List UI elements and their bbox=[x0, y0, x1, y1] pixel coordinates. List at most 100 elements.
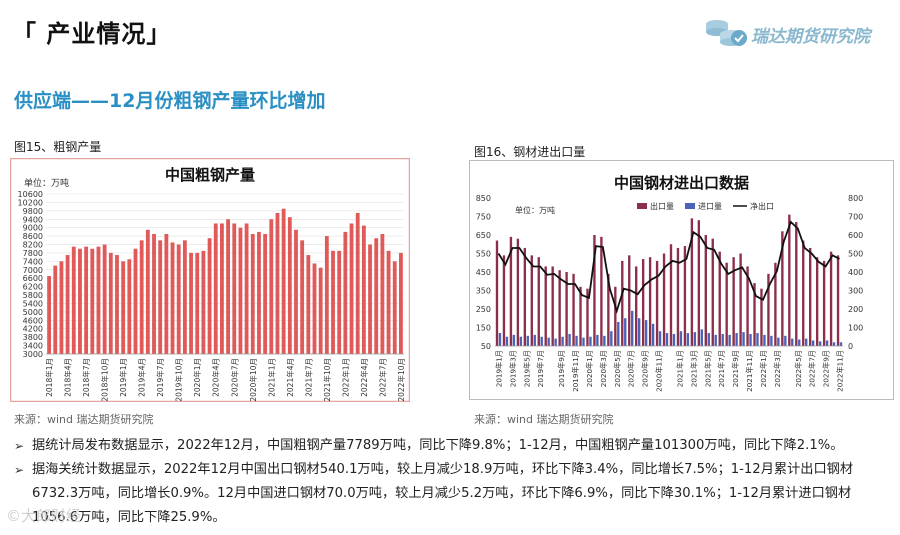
bar-import bbox=[700, 329, 703, 346]
bar bbox=[121, 261, 126, 354]
bar-import bbox=[617, 321, 620, 346]
bar bbox=[207, 238, 212, 354]
bar-import bbox=[596, 334, 599, 346]
arrow-bullet-icon: ➢ bbox=[14, 463, 25, 477]
bar-import bbox=[777, 337, 780, 346]
bar bbox=[380, 234, 385, 354]
y-tick-label: 5800 bbox=[23, 291, 43, 300]
x-tick-label: 2021年11月 bbox=[745, 350, 754, 392]
legend-swatch-import bbox=[685, 203, 695, 209]
bar-export bbox=[669, 244, 673, 346]
legend-label-net: 净出口 bbox=[750, 201, 774, 211]
bar bbox=[170, 242, 175, 354]
bar-import bbox=[749, 333, 752, 346]
x-tick-label: 2022年4月 bbox=[359, 358, 369, 397]
y-right-tick-label: 0 bbox=[848, 342, 853, 351]
bar-export bbox=[690, 218, 694, 346]
bar-import bbox=[672, 333, 676, 346]
bar-import bbox=[735, 333, 738, 346]
bar-import bbox=[798, 339, 801, 346]
y-tick-label: 10200 bbox=[18, 198, 43, 207]
bar bbox=[343, 231, 348, 354]
bar bbox=[287, 217, 292, 354]
bar-import bbox=[505, 336, 509, 346]
x-tick-label: 2019年4月 bbox=[137, 358, 147, 397]
bar bbox=[312, 263, 317, 354]
bar-export bbox=[572, 273, 575, 346]
bar bbox=[269, 219, 274, 354]
coins-logo-icon bbox=[706, 20, 747, 46]
x-tick-label: 2020年4月 bbox=[211, 358, 221, 397]
bar bbox=[257, 231, 261, 354]
bar-import bbox=[825, 340, 829, 346]
bar-export bbox=[815, 257, 819, 346]
bar bbox=[232, 223, 237, 354]
bar-import bbox=[582, 337, 585, 346]
bar bbox=[361, 225, 366, 354]
bar-import bbox=[610, 331, 613, 346]
legend-label-import: 进口量 bbox=[698, 202, 722, 211]
x-tick-label: 2021年7月 bbox=[303, 358, 313, 397]
bar-export bbox=[593, 235, 596, 346]
bar bbox=[244, 223, 249, 354]
bar-export bbox=[523, 247, 527, 346]
bar bbox=[337, 250, 342, 354]
bar-import bbox=[686, 333, 690, 346]
y-right-tick-label: 300 bbox=[848, 287, 863, 296]
y-left-tick-label: 150 bbox=[476, 324, 491, 333]
bar bbox=[226, 219, 230, 354]
bar-export bbox=[760, 288, 763, 346]
chart-title: 中国钢材进出口数据 bbox=[614, 174, 749, 192]
bar-export bbox=[802, 240, 805, 346]
legend-label-export: 出口量 bbox=[650, 201, 674, 211]
bar-import bbox=[714, 334, 717, 346]
x-tick-label: 2020年1月 bbox=[585, 350, 594, 387]
x-tick-label: 2022年3月 bbox=[773, 350, 782, 387]
bar-export bbox=[558, 270, 561, 346]
bar bbox=[96, 246, 101, 354]
bar-export bbox=[829, 251, 833, 346]
bar-export bbox=[809, 247, 812, 346]
bar-export bbox=[579, 286, 582, 346]
section-title: 「 产业情况」 bbox=[12, 20, 172, 48]
bar-import bbox=[721, 333, 724, 346]
bar bbox=[220, 223, 224, 354]
bar-import bbox=[561, 336, 564, 346]
right-figure-source: 来源：wind 瑞达期货研究院 bbox=[474, 413, 614, 426]
bar-export bbox=[767, 273, 770, 346]
line-net-export bbox=[497, 220, 840, 314]
y-axis-unit-label: 单位：万吨 bbox=[515, 205, 555, 215]
bar-import bbox=[784, 335, 787, 346]
y-tick-label: 3000 bbox=[23, 350, 43, 359]
bar bbox=[108, 252, 113, 354]
bar-export bbox=[551, 266, 554, 346]
bar-import bbox=[728, 334, 731, 346]
y-right-tick-label: 700 bbox=[848, 213, 863, 222]
bar-import bbox=[519, 336, 523, 346]
bar-import bbox=[554, 338, 557, 346]
bar-export bbox=[732, 257, 735, 346]
bar bbox=[355, 212, 360, 354]
chart-frame bbox=[469, 160, 894, 400]
bar-export bbox=[502, 255, 506, 346]
bar-import bbox=[658, 331, 662, 346]
bar-export bbox=[676, 247, 680, 346]
y-tick-label: 5000 bbox=[23, 308, 43, 317]
x-tick-label: 2020年9月 bbox=[641, 350, 650, 387]
bar bbox=[386, 250, 391, 354]
bar-export bbox=[537, 257, 540, 346]
bar-export bbox=[697, 220, 701, 346]
y-left-tick-label: 50 bbox=[481, 342, 491, 351]
bar-export bbox=[788, 214, 791, 346]
y-tick-label: 4200 bbox=[23, 325, 43, 334]
bar-export bbox=[621, 260, 624, 346]
bar bbox=[176, 244, 181, 354]
x-tick-label: 2021年3月 bbox=[689, 350, 698, 387]
page-subtitle: 供应端——12月份粗钢产量环比增加 bbox=[14, 90, 326, 112]
bar-import bbox=[526, 335, 529, 346]
y-right-tick-label: 100 bbox=[848, 324, 863, 333]
bar bbox=[189, 252, 193, 354]
bar-import bbox=[547, 337, 550, 346]
x-tick-label: 2020年11月 bbox=[655, 350, 664, 392]
